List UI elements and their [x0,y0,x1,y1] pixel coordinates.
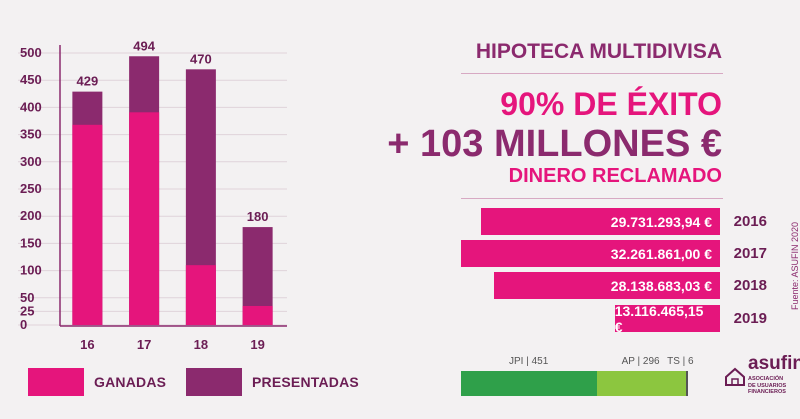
y-tick-label: 250 [20,181,42,196]
headline-title: HIPOTECA MULTIDIVISA [475,40,722,63]
amount-year: 2017 [733,245,767,262]
y-tick-label: 350 [20,127,42,142]
bar-ganadas [72,124,103,325]
x-tick-label: 19 [250,337,264,352]
amount-bar: 13.116.465,15 € [614,303,720,335]
amount-bar: 28.138.683,03 € [494,272,720,299]
y-tick-label: 500 [20,45,42,60]
courts-strip [461,371,688,396]
bar-ganadas [185,265,216,325]
y-tick-label: 400 [20,99,42,114]
data-label: 494 [133,38,155,53]
y-tick-label: 50 [20,290,34,305]
x-tick-label: 16 [80,337,94,352]
court-segment-ts [686,371,688,396]
data-label: 180 [247,209,269,224]
court-segment-jpi [461,371,597,396]
amount-row: 28.138.683,03 € 2018 [0,272,800,299]
y-tick-label: 25 [20,303,34,318]
headline-divider [461,73,723,74]
x-tick-label: 18 [194,337,208,352]
amount-row: 32.261.861,00 € 2017 [0,240,800,267]
logo-subtitle: ASOCIACIÓN DE USUARIOS FINANCIEROS [748,376,787,395]
y-tick-label: 200 [20,208,42,223]
y-tick-label: 300 [20,154,42,169]
amount-bar: 29.731.293,94 € [481,208,720,235]
court-label-ts: TS | 6 [667,356,694,367]
legend-presentadas: PRESENTADAS [186,368,359,396]
legend-label-ganadas: GANADAS [94,374,167,390]
amount-year: 2019 [733,310,767,327]
court-label-jpi: JPI | 451 [508,356,549,367]
amount-row: 13.116.465,15 € 2019 [0,303,800,335]
amount-year: 2018 [733,277,767,294]
headline-success: 90% DE ÉXITO [500,86,722,122]
y-tick-label: 150 [20,235,42,250]
amounts-divider [461,198,723,199]
amount-row: 29.731.293,94 € 2016 [0,208,800,235]
logo-wordmark: asufin [748,353,800,374]
data-label: 470 [190,51,212,66]
court-segment-ap [596,371,687,396]
headline-millions: + 103 MILLONES € [387,123,722,165]
bar-ganadas [129,112,160,326]
legend-label-presentadas: PRESENTADAS [252,374,359,390]
headline-subtitle: DINERO RECLAMADO [508,165,722,187]
y-tick-label: 0 [20,317,27,332]
amount-year: 2016 [733,213,767,230]
y-tick-label: 450 [20,72,42,87]
legend-ganadas: GANADAS [28,368,166,396]
court-label-ap: AP | 296 [621,356,660,367]
source-note: Fuente: ASUFIN 2020 [790,221,800,310]
bar-ganadas [242,305,273,325]
legend-swatch-ganadas [28,368,84,396]
courts-labels: JPI | 451 AP | 296 TS | 6 [461,356,694,368]
amount-bar: 32.261.861,00 € [461,240,720,267]
house-icon [725,367,745,386]
x-tick-label: 17 [137,337,151,352]
asufin-logo: asufin ASOCIACIÓN DE USUARIOS FINANCIERO… [724,353,800,403]
y-tick-label: 100 [20,263,42,278]
legend-swatch-presentadas [186,368,242,396]
data-label: 429 [77,74,99,89]
